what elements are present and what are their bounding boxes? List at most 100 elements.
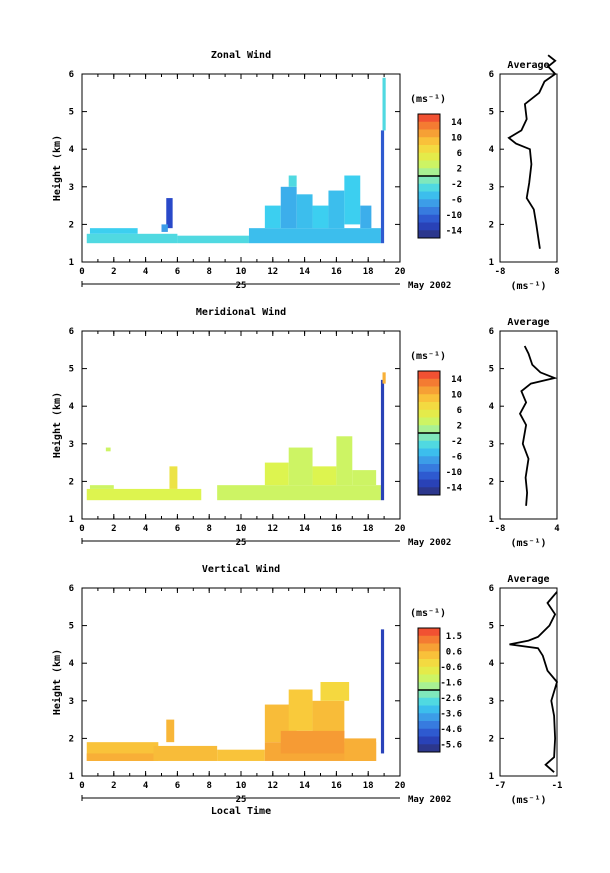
profile-y-tick-label: 6 <box>489 327 494 337</box>
panel-title: Meridional Wind <box>196 306 286 318</box>
data-cell <box>217 749 265 761</box>
colorbar-tick-label: -14 <box>446 483 463 493</box>
colorbar-swatch <box>418 705 440 714</box>
colorbar-swatch <box>418 628 440 637</box>
colorbar-swatch <box>418 690 440 699</box>
y-tick-label: 6 <box>69 584 74 594</box>
profile-y-tick-label: 6 <box>489 70 494 80</box>
x-tick-label: 0 <box>79 267 84 277</box>
colorbar-swatch <box>418 728 440 737</box>
colorbar-swatch <box>418 448 440 457</box>
x-tick-label: 12 <box>267 267 278 277</box>
data-cell <box>344 738 377 761</box>
x-tick-label: 0 <box>79 781 84 791</box>
colorbar-tick-label: 14 <box>451 375 462 385</box>
data-cell <box>177 235 249 244</box>
colorbar-swatch <box>418 479 440 488</box>
data-cell <box>86 233 178 244</box>
profile-y-tick-label: 2 <box>489 220 494 230</box>
data-cell <box>288 175 297 187</box>
colorbar-swatch <box>418 643 440 652</box>
data-cell <box>161 224 168 232</box>
colorbar-swatch <box>418 417 440 426</box>
data-cell <box>380 130 385 244</box>
data-cell <box>280 730 345 754</box>
data-cell <box>380 629 385 754</box>
colorbar-tick-label: -2 <box>451 437 462 447</box>
x-tick-label: 0 <box>79 524 84 534</box>
profile-frame <box>499 330 558 520</box>
colorbar-swatch <box>418 713 440 722</box>
colorbar-tick-label: 10 <box>451 133 462 143</box>
data-cell <box>344 175 361 225</box>
colorbar-swatch <box>418 222 440 231</box>
x-tick-label: 6 <box>175 267 180 277</box>
data-cell <box>153 745 218 761</box>
y-tick-label: 2 <box>69 220 74 230</box>
data-cell <box>312 466 337 486</box>
panel-title: Vertical Wind <box>202 563 280 575</box>
x-axis-label: Local Time <box>211 805 271 817</box>
x-tick-label: 4 <box>143 267 149 277</box>
data-cell <box>288 447 313 486</box>
colorbar-tick-label: -10 <box>446 468 462 478</box>
colorbar-tick-label: -0.6 <box>440 663 462 673</box>
x-tick-label: 4 <box>143 524 149 534</box>
data-cell <box>89 485 114 489</box>
data-cell <box>169 466 178 489</box>
y-tick-label: 3 <box>69 183 74 193</box>
colorbar-swatch <box>418 394 440 403</box>
profile-x-tick-label: -7 <box>495 781 506 791</box>
colorbar-swatch <box>418 199 440 208</box>
colorbar-swatch <box>418 114 440 123</box>
colorbar-swatch <box>418 736 440 745</box>
profile-x-tick-label: -8 <box>495 524 506 534</box>
colorbar-swatch <box>418 371 440 380</box>
colorbar-swatch <box>418 230 440 239</box>
x-tick-label: 20 <box>395 524 406 534</box>
colorbar-swatch <box>418 674 440 683</box>
data-cell <box>380 379 385 501</box>
profile-y-tick-label: 4 <box>489 145 495 155</box>
profile-y-tick-label: 6 <box>489 584 494 594</box>
colorbar-swatch <box>418 168 440 177</box>
colorbar-swatch <box>418 207 440 216</box>
colorbar-tick-label: -6 <box>451 452 462 462</box>
colorbar-tick-label: 2 <box>457 164 462 174</box>
x-tick-label: 2 <box>111 524 116 534</box>
colorbar-unit: (ms⁻¹) <box>410 351 446 362</box>
day-label: 25 <box>236 795 247 805</box>
data-cell <box>320 682 350 701</box>
colorbar-tick-label: -2.6 <box>440 694 462 704</box>
colorbar-unit: (ms⁻¹) <box>410 608 446 619</box>
profile-frame <box>499 73 558 263</box>
data-cell <box>166 198 173 229</box>
day-label: 25 <box>236 538 247 548</box>
x-tick-label: 2 <box>111 781 116 791</box>
profile-title: Average <box>507 574 549 585</box>
colorbar-tick-label: -5.6 <box>440 740 462 750</box>
profile-y-tick-label: 2 <box>489 477 494 487</box>
x-tick-label: 16 <box>331 524 342 534</box>
data-cell <box>89 228 138 234</box>
y-tick-label: 6 <box>69 327 74 337</box>
data-cell <box>86 753 154 761</box>
profile-x-tick-label: -1 <box>552 781 563 791</box>
y-tick-label: 5 <box>69 365 74 375</box>
colorbar-swatch <box>418 456 440 465</box>
colorbar-swatch <box>418 721 440 730</box>
profile-x-tick-label: -8 <box>495 267 506 277</box>
y-tick-label: 5 <box>69 108 74 118</box>
colorbar-tick-label: 14 <box>451 118 462 128</box>
y-tick-label: 2 <box>69 734 74 744</box>
data-cell <box>382 77 386 131</box>
colorbar-tick-label: 0.6 <box>446 647 462 657</box>
profile-y-tick-label: 1 <box>489 772 494 782</box>
colorbar-swatch <box>418 487 440 496</box>
x-tick-label: 8 <box>206 524 211 534</box>
profile-y-tick-label: 5 <box>489 622 494 632</box>
x-tick-label: 14 <box>299 524 310 534</box>
profile-y-tick-label: 3 <box>489 697 494 707</box>
colorbar-tick-label: 1.5 <box>446 632 462 642</box>
y-axis-label: Height (km) <box>51 135 63 201</box>
